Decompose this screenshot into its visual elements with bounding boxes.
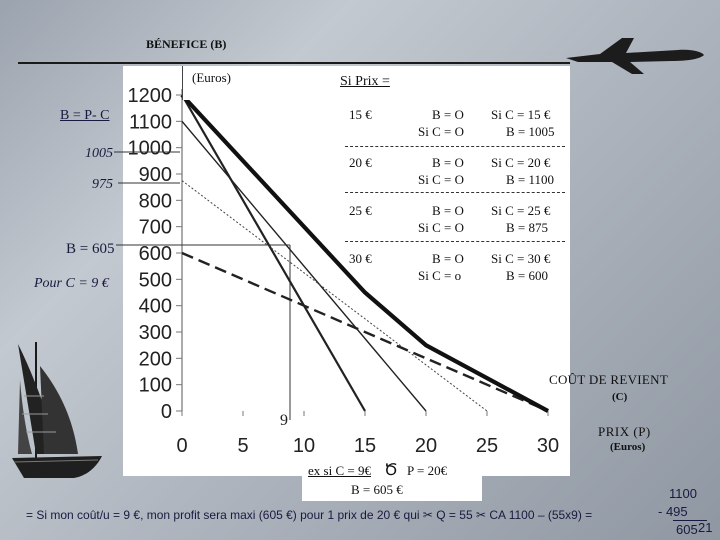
label-1005: 1005 xyxy=(85,146,113,161)
si-prix-heading: Si Prix = xyxy=(340,74,390,89)
series-line-4 xyxy=(181,251,549,413)
example-price: P = 20€ xyxy=(407,463,448,478)
series-line-5 xyxy=(180,93,549,413)
row4-b-eq: B = O xyxy=(432,251,464,266)
row4-b-val: B = 600 xyxy=(506,268,549,283)
label-975: 975 xyxy=(92,177,113,192)
label-b-605: B = 605 xyxy=(66,241,115,257)
x-axis-cost-label: COÛT DE REVIENT xyxy=(549,372,669,387)
x-tick-label: 15 xyxy=(354,435,376,457)
row3-b-val: B = 875 xyxy=(506,220,549,235)
x-tick-label: 10 xyxy=(293,435,315,457)
series-line-2 xyxy=(181,120,427,412)
row2-c-eq: Si C = O xyxy=(418,172,464,187)
row3-b-eq: B = O xyxy=(432,203,464,218)
airplane-icon xyxy=(566,38,704,74)
series-line-1 xyxy=(181,94,366,412)
row2-b-val: B = 1100 xyxy=(506,172,555,187)
row2-price: 20 € xyxy=(349,155,372,170)
x-axis-cost-symbol: (C) xyxy=(612,391,628,403)
y-tick-label: 900 xyxy=(139,164,172,186)
y-tick-label: 500 xyxy=(139,269,172,291)
page-title: BÉNEFICE (B) xyxy=(146,37,227,51)
example-box xyxy=(302,461,482,501)
x-tick-label: 20 xyxy=(415,435,437,457)
y-tick-label: 1100 xyxy=(129,111,172,133)
row1-c-eq: Si C = O xyxy=(418,124,464,139)
cost-nine-marker: 9 xyxy=(280,412,288,429)
units-box xyxy=(182,66,257,100)
example-profit: B = 605 € xyxy=(351,482,403,497)
row1-si-c: Si C = 15 € xyxy=(491,107,551,122)
calc-result: 605 xyxy=(676,522,698,537)
x-axis-price-unit: (Euros) xyxy=(610,441,646,453)
row1-price: 15 € xyxy=(349,107,372,122)
row3-price: 25 € xyxy=(349,203,372,218)
profit-formula: B = P- C xyxy=(60,108,110,123)
y-tick-label: 800 xyxy=(139,190,172,212)
x-tick-label: 5 xyxy=(237,435,248,457)
row1-b-eq: B = O xyxy=(432,107,464,122)
row4-price: 30 € xyxy=(349,251,372,266)
y-unit-label: (Euros) xyxy=(192,70,231,85)
y-tick-label: 1000 xyxy=(128,138,173,160)
x-tick-label: 30 xyxy=(537,435,559,457)
y-tick-label: 700 xyxy=(139,217,172,239)
row2-si-c: Si C = 20 € xyxy=(491,155,551,170)
y-tick-label: 200 xyxy=(139,348,172,370)
sailboat-icon xyxy=(12,342,102,478)
y-tick-label: 0 xyxy=(161,401,172,423)
row3-si-c: Si C = 25 € xyxy=(491,203,551,218)
slide-number: 21 xyxy=(698,520,713,535)
x-axis-price-label: PRIX (P) xyxy=(598,424,651,439)
row2-b-eq: B = O xyxy=(432,155,464,170)
y-tick-label: 100 xyxy=(139,375,172,397)
x-tick-label: 0 xyxy=(176,435,187,457)
row-divider xyxy=(345,192,565,193)
row-divider xyxy=(345,241,565,242)
row4-c-eq: Si C = o xyxy=(418,268,462,283)
calc-rule xyxy=(673,520,707,521)
row3-c-eq: Si C = O xyxy=(418,220,464,235)
row-divider xyxy=(345,146,565,147)
calc-cost: - 495 xyxy=(658,504,688,519)
row1-b-val: B = 1005 xyxy=(506,124,555,139)
conclusion-text: = Si mon coût/u = 9 €, mon profit sera m… xyxy=(26,508,593,522)
y-tick-label: 400 xyxy=(139,296,172,318)
y-tick-label: 1200 xyxy=(128,85,173,107)
label-pour-c: Pour C = 9 € xyxy=(34,276,109,291)
y-tick-label: 300 xyxy=(139,322,172,344)
title-divider xyxy=(18,62,570,64)
row4-si-c: Si C = 30 € xyxy=(491,251,551,266)
x-tick-label: 25 xyxy=(476,435,498,457)
y-tick-label: 600 xyxy=(139,243,172,265)
calc-revenue: 1100 xyxy=(669,486,697,501)
example-condition: ex si C = 9€ xyxy=(308,463,371,478)
implies-icon: Ծ xyxy=(384,462,398,479)
